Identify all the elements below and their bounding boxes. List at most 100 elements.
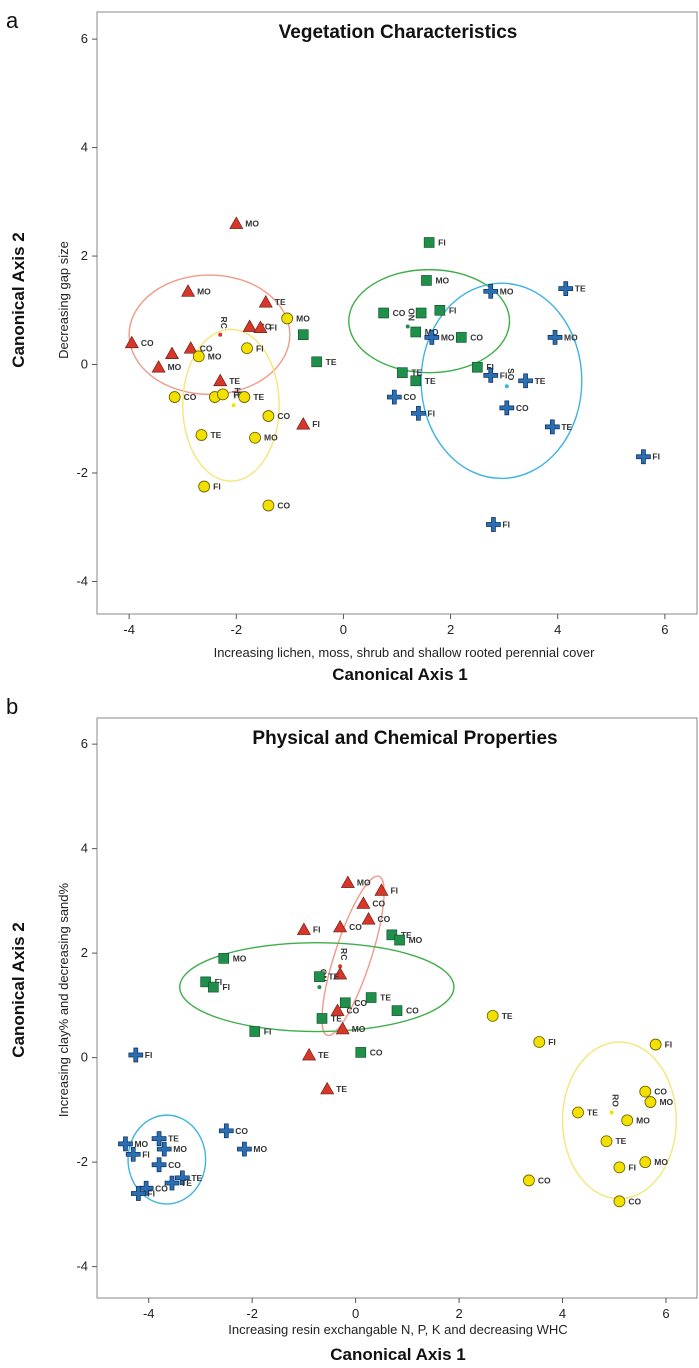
circle-marker [613,1161,626,1174]
triangle-marker [333,966,348,980]
centroid-marker [338,964,343,969]
x-tick-label: 6 [661,622,668,637]
circle-marker [168,391,181,403]
point-label: CO [406,1006,419,1016]
point-label: TE [168,1134,179,1144]
point-label: TE [229,376,240,386]
point-label: TE [535,376,546,386]
cross-marker [125,1146,141,1162]
point-label: TE [336,1084,347,1094]
x-tick-label: 6 [662,1306,669,1321]
triangle-marker [374,883,389,896]
point-label: TE [232,389,243,399]
circle-marker [522,1174,535,1187]
point-label: TE [380,993,391,1003]
point-label: FI [502,520,510,530]
point-label: FI [147,1188,155,1198]
point-label: TE [331,1013,342,1023]
square-marker [410,326,422,338]
point-label: TE [181,1178,192,1188]
x-tick-label: 2 [447,622,454,637]
point-label: TE [425,376,436,386]
square-marker [472,361,483,373]
plot-frame [96,11,698,615]
x-tick-label: -2 [246,1306,258,1321]
point-label: MO [173,1144,187,1154]
chart-title: Physical and Chemical Properties [252,728,557,749]
y-tick-label: 2 [81,945,88,960]
triangle-marker [361,912,376,925]
centroid-label: ON [407,308,417,321]
point-label: FI [628,1162,636,1172]
triangle-marker [183,341,198,354]
square-marker [415,307,427,319]
triangle-marker [258,295,273,308]
point-label: FI [652,452,660,462]
cross-marker [483,283,499,299]
centroid-marker [231,403,236,408]
square-marker [378,307,389,319]
circle-marker [639,1085,652,1098]
centroid-label: RC [219,317,229,329]
point-label: FI [390,885,398,895]
plot-area: -4 -2 0 2 4 6-4-20246RCONSOHLMOMOTECOFICOCOMO… [76,11,698,637]
y-tick-label: 6 [81,736,88,751]
point-label: CO [538,1175,551,1185]
cross-marker [499,400,515,416]
square-marker [218,953,230,964]
point-label: TE [328,972,339,982]
y-tick-label: 4 [81,841,88,856]
point-label: FI [449,305,457,315]
y-tick-label: -2 [76,1154,88,1169]
cross-marker [128,1047,144,1063]
point-label: CO [200,343,213,353]
confidence-ellipse [182,328,280,482]
square-marker [249,1026,261,1037]
circle-marker [216,388,229,401]
point-label: TE [587,1108,598,1118]
triangle-marker [242,319,257,332]
cross-marker [174,1170,190,1186]
point-label: FI [500,370,508,380]
point-label: CO [235,1126,248,1136]
point-label: MO [197,286,211,296]
triangle-marker [333,919,348,933]
point-label: CO [141,338,154,348]
triangle-marker [164,346,180,359]
square-marker [455,332,467,343]
point-label: MO [636,1115,650,1125]
point-label: CO [349,922,362,932]
point-label: TE [210,430,221,440]
plot-frame [96,717,698,1299]
y-tick-label: -4 [76,573,88,588]
square-marker [316,1013,328,1024]
square-marker [397,367,408,378]
point-label: MO [352,1024,366,1034]
point-label: CO [654,1087,667,1097]
cross-marker [424,330,440,345]
square-marker [423,237,435,248]
point-label: CO [277,501,290,511]
cross-marker [164,1175,180,1191]
x-tick-label: 0 [352,1306,359,1321]
cross-marker [156,1141,172,1157]
point-label: CO [378,914,391,924]
point-label: FI [548,1037,556,1047]
point-label: MO [233,953,247,963]
point-label: CO [168,1160,181,1170]
point-label: MO [654,1157,668,1167]
cross-marker [151,1131,167,1146]
square-marker [410,375,422,387]
y-tick-label: -4 [76,1259,88,1274]
circle-marker [238,391,251,403]
cross-marker [118,1136,133,1152]
point-label: MO [659,1097,673,1107]
point-label: CO [628,1196,641,1206]
x-tick-label: 2 [455,1306,462,1321]
cross-marker [483,368,499,383]
point-label: CO [393,308,406,318]
x-tick-label: -2 [231,622,243,637]
point-label: MO [245,219,259,229]
point-label: TE [575,284,586,294]
circle-marker [600,1135,613,1148]
